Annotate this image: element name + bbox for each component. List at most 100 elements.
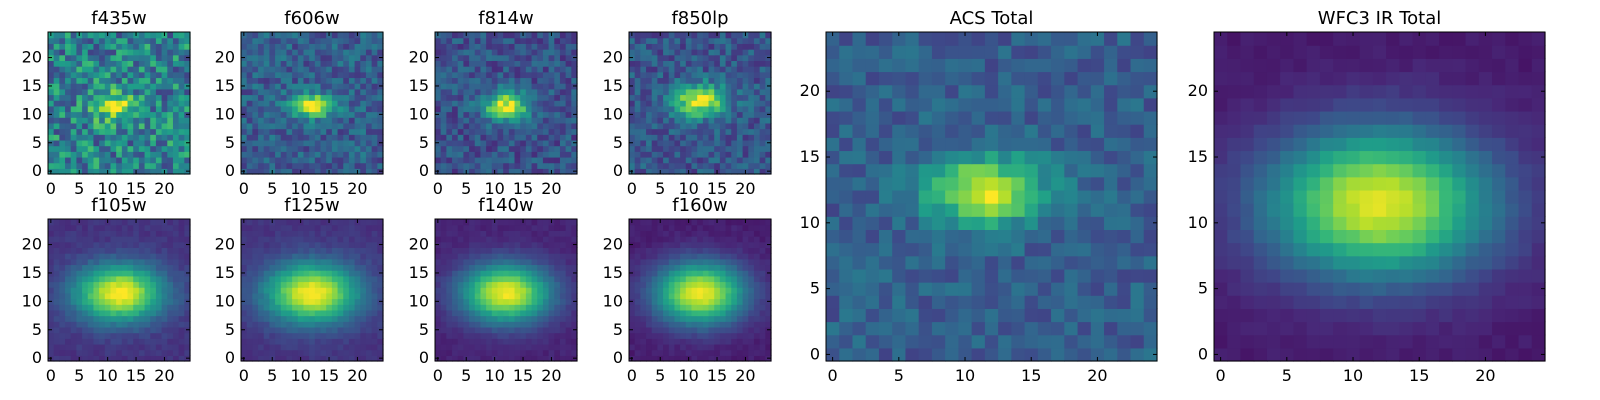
heatmap-cell — [48, 156, 55, 164]
heatmap-cell — [708, 83, 715, 90]
heatmap-cell — [280, 247, 288, 254]
heatmap-cell — [65, 315, 72, 322]
heatmap-cell — [252, 105, 259, 113]
heatmap-cell — [371, 117, 378, 124]
x-tick-label: 0 — [239, 179, 249, 198]
heatmap-cell — [646, 100, 653, 107]
heatmap-cell — [525, 151, 533, 158]
heatmap-cell — [685, 162, 693, 169]
heatmap-cell — [685, 315, 693, 322]
heatmap-cell — [70, 253, 77, 260]
heatmap-cell — [736, 338, 744, 345]
heatmap-cell — [144, 151, 151, 158]
heatmap-cell — [457, 145, 464, 152]
heatmap-cell — [491, 105, 499, 113]
heatmap-cell — [258, 241, 265, 248]
heatmap-cell — [640, 111, 647, 118]
heatmap-cell — [736, 139, 744, 147]
heatmap-cell — [246, 77, 253, 84]
heatmap-cell — [708, 162, 715, 169]
heatmap-cell — [520, 54, 527, 61]
heatmap-cell — [542, 304, 550, 311]
heatmap-cell — [457, 139, 464, 147]
heatmap-cell — [537, 139, 544, 147]
heatmap-cell — [651, 355, 658, 362]
heatmap-cell — [629, 275, 636, 283]
heatmap-cell — [104, 287, 112, 294]
heatmap-cell — [116, 83, 123, 90]
heatmap-cell — [708, 321, 715, 328]
heatmap-cell — [337, 94, 344, 101]
heatmap-cell — [110, 338, 117, 345]
heatmap-cell — [657, 94, 664, 101]
heatmap-cell — [93, 54, 100, 61]
heatmap-cell — [48, 321, 55, 328]
heatmap-cell — [337, 349, 344, 356]
heatmap-cell — [514, 49, 521, 56]
heatmap-cell — [59, 168, 66, 175]
heatmap-cell — [537, 71, 544, 79]
heatmap-cell — [371, 304, 378, 311]
heatmap-cell — [326, 230, 333, 237]
heatmap-cell — [736, 77, 744, 84]
heatmap-cell — [53, 219, 60, 226]
heatmap-cell — [99, 128, 106, 135]
heatmap-cell — [525, 32, 533, 39]
heatmap-cell — [161, 298, 168, 305]
heatmap-cell — [463, 66, 470, 73]
heatmap-cell — [59, 264, 66, 271]
heatmap-cell — [343, 134, 350, 141]
heatmap-cell — [275, 309, 282, 317]
heatmap-cell — [371, 338, 378, 345]
heatmap-cell — [520, 37, 527, 44]
heatmap-cell — [377, 281, 384, 288]
heatmap-cell — [657, 49, 664, 56]
heatmap-cell — [286, 321, 293, 328]
heatmap-cell — [269, 43, 276, 50]
heatmap-cell — [246, 230, 253, 237]
heatmap-cell — [241, 145, 248, 152]
heatmap-cell — [731, 128, 738, 135]
heatmap-cell — [497, 236, 504, 243]
heatmap-cell — [446, 321, 453, 328]
heatmap-cell — [292, 292, 299, 300]
heatmap-cell — [491, 122, 499, 130]
heatmap-cell — [93, 88, 100, 96]
heatmap-cell — [53, 162, 60, 169]
heatmap-cell — [474, 54, 482, 61]
heatmap-cell — [646, 275, 653, 283]
heatmap-cell — [292, 43, 299, 50]
heatmap-cell — [59, 37, 66, 44]
heatmap-cell — [150, 105, 157, 113]
heatmap-cell — [537, 88, 544, 96]
heatmap-cell — [457, 287, 464, 294]
heatmap-cell — [371, 247, 378, 254]
heatmap-cell — [82, 156, 89, 164]
heatmap-cell — [365, 100, 373, 107]
heatmap-cell — [252, 54, 259, 61]
heatmap-cell — [121, 88, 129, 96]
heatmap-cell — [275, 49, 282, 56]
heatmap-cell — [138, 219, 146, 226]
heatmap-cell — [121, 156, 129, 164]
heatmap-cell — [565, 219, 572, 226]
heatmap-cell — [252, 134, 259, 141]
heatmap-cell — [702, 275, 710, 283]
heatmap-cell — [320, 264, 327, 271]
heatmap-cell — [480, 236, 487, 243]
heatmap-cell — [697, 117, 704, 124]
heatmap-cell — [680, 145, 687, 152]
heatmap-cell — [53, 264, 60, 271]
heatmap-cell — [360, 287, 367, 294]
heatmap-cell — [360, 258, 367, 266]
heatmap-cell — [674, 355, 681, 362]
heatmap-cell — [172, 117, 180, 124]
heatmap-cell — [241, 321, 248, 328]
heatmap-cell — [719, 349, 727, 356]
heatmap-cell — [354, 83, 361, 90]
heatmap-cell — [525, 100, 533, 107]
heatmap-cell — [150, 321, 157, 328]
heatmap-cell — [337, 315, 344, 322]
heatmap-cell — [474, 32, 482, 39]
